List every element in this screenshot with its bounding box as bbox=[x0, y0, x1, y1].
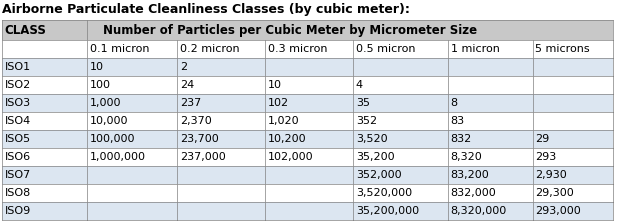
Text: 8: 8 bbox=[451, 98, 457, 108]
Text: 293: 293 bbox=[535, 152, 556, 162]
Text: 1,000,000: 1,000,000 bbox=[90, 152, 145, 162]
Text: 35,200: 35,200 bbox=[356, 152, 394, 162]
Text: 1,000: 1,000 bbox=[90, 98, 121, 108]
Text: 29: 29 bbox=[535, 134, 550, 144]
Text: 10: 10 bbox=[90, 62, 104, 72]
Text: 10,000: 10,000 bbox=[90, 116, 128, 126]
Text: 0.1 micron: 0.1 micron bbox=[90, 44, 149, 54]
Text: ISO7: ISO7 bbox=[4, 170, 31, 180]
Text: 100: 100 bbox=[90, 80, 111, 90]
Text: 237,000: 237,000 bbox=[180, 152, 225, 162]
Text: 352,000: 352,000 bbox=[356, 170, 402, 180]
Text: 237: 237 bbox=[180, 98, 201, 108]
Text: Airborne Particulate Cleanliness Classes (by cubic meter):: Airborne Particulate Cleanliness Classes… bbox=[2, 4, 410, 16]
Text: 8,320,000: 8,320,000 bbox=[451, 206, 507, 216]
Text: ISO2: ISO2 bbox=[4, 80, 31, 90]
Text: 4: 4 bbox=[356, 80, 363, 90]
Text: 0.2 micron: 0.2 micron bbox=[180, 44, 240, 54]
Text: 3,520: 3,520 bbox=[356, 134, 387, 144]
Text: ISO4: ISO4 bbox=[4, 116, 31, 126]
Text: ISO3: ISO3 bbox=[4, 98, 31, 108]
Text: 5 microns: 5 microns bbox=[535, 44, 590, 54]
Text: 832: 832 bbox=[451, 134, 472, 144]
Text: CLASS: CLASS bbox=[4, 24, 46, 36]
Text: ISO6: ISO6 bbox=[4, 152, 31, 162]
Text: 1,020: 1,020 bbox=[267, 116, 299, 126]
Text: 83,200: 83,200 bbox=[451, 170, 489, 180]
Text: 10: 10 bbox=[267, 80, 282, 90]
Text: 29,300: 29,300 bbox=[535, 188, 574, 198]
Text: 83: 83 bbox=[451, 116, 465, 126]
Text: 23,700: 23,700 bbox=[180, 134, 219, 144]
Text: 1 micron: 1 micron bbox=[451, 44, 500, 54]
Text: 35,200,000: 35,200,000 bbox=[356, 206, 419, 216]
Text: 352: 352 bbox=[356, 116, 377, 126]
Text: ISO1: ISO1 bbox=[4, 62, 31, 72]
Text: 0.3 micron: 0.3 micron bbox=[267, 44, 327, 54]
Text: 2,930: 2,930 bbox=[535, 170, 567, 180]
Text: 3,520,000: 3,520,000 bbox=[356, 188, 412, 198]
Text: ISO8: ISO8 bbox=[4, 188, 31, 198]
Text: 102: 102 bbox=[267, 98, 289, 108]
Text: 2: 2 bbox=[180, 62, 187, 72]
Text: 832,000: 832,000 bbox=[451, 188, 496, 198]
Text: 0.5 micron: 0.5 micron bbox=[356, 44, 415, 54]
Text: ISO9: ISO9 bbox=[4, 206, 31, 216]
Text: 8,320: 8,320 bbox=[451, 152, 482, 162]
Text: 24: 24 bbox=[180, 80, 194, 90]
Text: 293,000: 293,000 bbox=[535, 206, 581, 216]
Text: 10,200: 10,200 bbox=[267, 134, 306, 144]
Text: 100,000: 100,000 bbox=[90, 134, 135, 144]
Text: 102,000: 102,000 bbox=[267, 152, 313, 162]
Text: Number of Particles per Cubic Meter by Micrometer Size: Number of Particles per Cubic Meter by M… bbox=[103, 24, 477, 36]
Text: ISO5: ISO5 bbox=[4, 134, 31, 144]
Text: 35: 35 bbox=[356, 98, 370, 108]
Text: 2,370: 2,370 bbox=[180, 116, 212, 126]
